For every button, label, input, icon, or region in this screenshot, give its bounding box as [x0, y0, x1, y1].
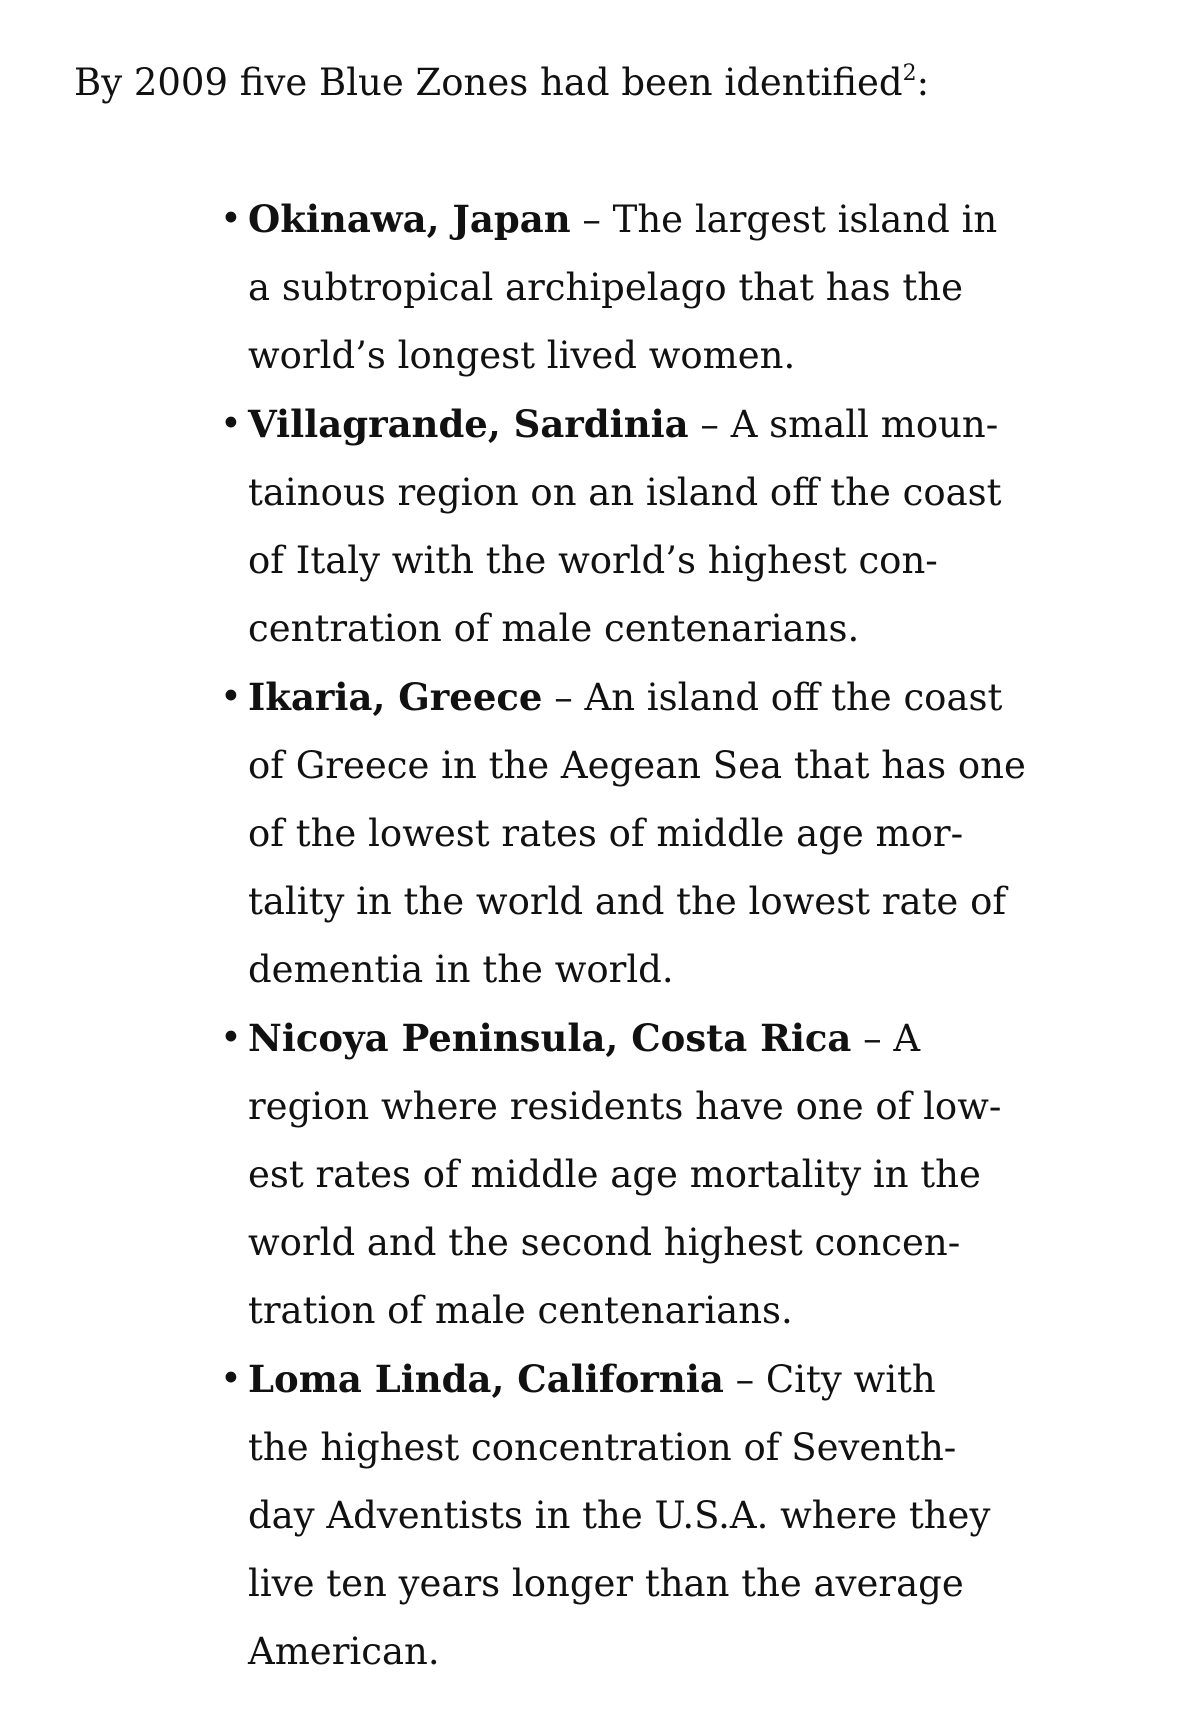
- item-line: American.: [248, 1630, 440, 1673]
- item-line: Nicoya Peninsula, Costa Rica – A: [248, 1004, 1026, 1073]
- list-item: • Loma Linda, California – City with the h…: [220, 1345, 1026, 1686]
- item-line: world and the second highest concen-: [248, 1221, 961, 1264]
- zone-description-start: – City with: [723, 1358, 936, 1401]
- intro-paragraph: By 2009 five Blue Zones had been identif…: [74, 49, 929, 117]
- item-line: tainous region on an island off the coas…: [248, 471, 1002, 514]
- zone-description-start: – The largest island in: [570, 198, 998, 241]
- item-line: live ten years longer than the average: [248, 1562, 964, 1605]
- item-line: dementia in the world.: [248, 948, 674, 991]
- item-line: the highest concentration of Seventh-: [248, 1426, 957, 1469]
- bullet-icon: •: [220, 1357, 242, 1400]
- item-line: world’s longest lived women.: [248, 334, 796, 377]
- item-line: tration of male centenarians.: [248, 1289, 793, 1332]
- list-item: • Villagrande, Sardinia – A small moun-ta…: [220, 390, 1026, 663]
- item-line: of Greece in the Aegean Sea that has one: [248, 744, 1026, 787]
- item-line: Loma Linda, California – City with: [248, 1345, 1026, 1414]
- item-line: of Italy with the world’s highest con-: [248, 539, 938, 582]
- zone-description-start: – A: [851, 1017, 921, 1060]
- bullet-icon: •: [220, 197, 242, 240]
- zone-description-start: – A small moun-: [688, 403, 999, 446]
- zone-name: Villagrande, Sardinia: [248, 402, 689, 446]
- item-line: Okinawa, Japan – The largest island in: [248, 185, 1026, 254]
- zone-name: Loma Linda, California: [248, 1357, 724, 1401]
- zone-name: Ikaria, Greece: [248, 675, 543, 719]
- zone-name: Nicoya Peninsula, Costa Rica: [248, 1016, 852, 1060]
- zone-name: Okinawa, Japan: [248, 197, 571, 241]
- bullet-icon: •: [220, 402, 242, 445]
- blue-zones-list: • Okinawa, Japan – The largest island in a…: [220, 185, 1026, 1686]
- item-line: day Adventists in the U.S.A. where they: [248, 1494, 991, 1537]
- item-line: tality in the world and the lowest rate …: [248, 880, 1007, 923]
- intro-text: By 2009 five Blue Zones had been identif…: [74, 61, 903, 104]
- intro-suffix: :: [916, 61, 930, 104]
- item-line: a subtropical archipelago that has the: [248, 266, 963, 309]
- zone-description-start: – An island off the coast: [542, 676, 1003, 719]
- list-item: • Okinawa, Japan – The largest island in a…: [220, 185, 1026, 390]
- item-line: Villagrande, Sardinia – A small moun-: [248, 390, 1026, 459]
- item-line: est rates of middle age mortality in the: [248, 1153, 981, 1196]
- item-line: region where residents have one of low-: [248, 1085, 1002, 1128]
- footnote-reference[interactable]: 2: [902, 61, 917, 86]
- bullet-icon: •: [220, 1016, 242, 1059]
- item-line: centration of male centenarians.: [248, 607, 860, 650]
- list-item: • Ikaria, Greece – An island off the coas…: [220, 663, 1026, 1004]
- list-item: • Nicoya Peninsula, Costa Rica – A region …: [220, 1004, 1026, 1345]
- item-line: of the lowest rates of middle age mor-: [248, 812, 964, 855]
- item-line: Ikaria, Greece – An island off the coast: [248, 663, 1026, 732]
- bullet-icon: •: [220, 675, 242, 718]
